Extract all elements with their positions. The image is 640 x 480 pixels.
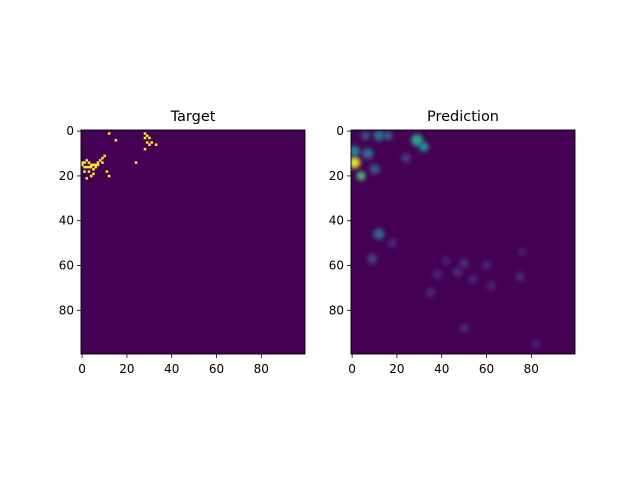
heatmap-blob bbox=[383, 131, 393, 141]
heatmap-blob bbox=[369, 164, 380, 175]
heatmap-background bbox=[351, 130, 575, 354]
target-ticks: 0 20 40 60 80 0 20 40 60 80 bbox=[59, 124, 269, 376]
y-tick-label: 40 bbox=[329, 214, 344, 228]
heatmap-blob bbox=[426, 287, 435, 297]
heatmap-blob bbox=[411, 134, 423, 146]
y-tick-label: 0 bbox=[66, 124, 74, 138]
heatmap-cell bbox=[81, 163, 84, 167]
heatmap-cell bbox=[83, 170, 86, 173]
heatmap-blob bbox=[452, 267, 463, 278]
heatmap-cell bbox=[98, 159, 102, 162]
x-tick-label: 20 bbox=[389, 362, 404, 376]
heatmap-cell bbox=[134, 161, 138, 164]
heatmap-blob bbox=[351, 145, 360, 157]
heatmap-cell bbox=[92, 163, 95, 167]
heatmap-cell bbox=[101, 161, 104, 164]
y-tick-label: 80 bbox=[59, 303, 74, 317]
heatmap-blob bbox=[486, 281, 496, 291]
x-tick-label: 40 bbox=[164, 362, 179, 376]
heatmap-cell bbox=[89, 174, 93, 178]
heatmap-cell bbox=[87, 165, 91, 169]
x-tick-label: 80 bbox=[254, 362, 269, 376]
x-tick-label: 0 bbox=[348, 362, 356, 376]
prediction-title: Prediction bbox=[427, 109, 499, 125]
y-tick-label: 60 bbox=[59, 259, 74, 273]
heatmap-cell bbox=[83, 161, 86, 164]
heatmap-cell bbox=[114, 138, 118, 142]
y-tick-label: 0 bbox=[336, 124, 344, 138]
heatmap-cell bbox=[107, 132, 111, 135]
heatmap-blob bbox=[481, 260, 492, 271]
heatmap-blob bbox=[441, 256, 451, 266]
target-title: Target bbox=[170, 109, 216, 125]
target-panel: Target 0 20 40 60 80 0 20 40 60 80 bbox=[59, 109, 306, 376]
heatmap-blob bbox=[362, 147, 374, 160]
heatmap-blob bbox=[367, 253, 378, 264]
heatmap-cell bbox=[94, 163, 97, 167]
heatmap-blob bbox=[401, 153, 411, 163]
heatmap-cell bbox=[150, 141, 153, 144]
heatmap-blob bbox=[468, 274, 478, 284]
heatmap-cell bbox=[96, 163, 100, 167]
prediction-axes-frame bbox=[350, 129, 576, 355]
target-axes-frame bbox=[80, 129, 306, 355]
heatmap-cell bbox=[145, 134, 149, 138]
target-heatmap bbox=[81, 130, 305, 354]
heatmap-blob bbox=[361, 131, 371, 141]
y-tick-label: 60 bbox=[329, 259, 344, 273]
heatmap-blob bbox=[432, 269, 443, 280]
x-tick-label: 40 bbox=[434, 362, 449, 376]
heatmap-blob bbox=[351, 156, 361, 169]
heatmap-cell bbox=[103, 154, 106, 158]
heatmap-cell bbox=[94, 165, 97, 169]
heatmap-cell bbox=[92, 168, 95, 171]
heatmap-cell bbox=[101, 156, 104, 160]
heatmap-blob bbox=[518, 248, 527, 257]
prediction-heatmap bbox=[351, 130, 575, 354]
y-tick-label: 20 bbox=[59, 169, 74, 183]
heatmap-cell bbox=[107, 174, 111, 178]
heatmap-cell bbox=[143, 147, 147, 151]
x-tick-label: 20 bbox=[119, 362, 134, 376]
heatmap-cell bbox=[85, 165, 89, 169]
heatmap-background bbox=[81, 130, 305, 354]
heatmap-cell bbox=[154, 143, 158, 146]
heatmap-blob bbox=[515, 272, 525, 282]
heatmap-cell bbox=[96, 161, 100, 164]
heatmap-blob bbox=[356, 171, 366, 181]
heatmap-blob bbox=[459, 258, 469, 268]
heatmap-blob bbox=[373, 130, 385, 142]
heatmap-cell bbox=[148, 143, 151, 146]
heatmap-cell bbox=[148, 136, 151, 140]
heatmap-cell bbox=[143, 136, 147, 140]
y-tick-label: 40 bbox=[59, 214, 74, 228]
prediction-ticks: 0 20 40 60 80 0 20 40 60 80 bbox=[329, 124, 539, 376]
heatmap-blob bbox=[531, 339, 541, 349]
heatmap-cell bbox=[89, 163, 93, 167]
heatmap-cell bbox=[85, 177, 89, 180]
heatmap-cell bbox=[92, 172, 95, 176]
heatmap-cell bbox=[87, 170, 91, 173]
heatmap-cell bbox=[85, 159, 89, 162]
heatmap-cell bbox=[81, 161, 84, 164]
x-tick-label: 80 bbox=[524, 362, 539, 376]
y-tick-label: 80 bbox=[329, 303, 344, 317]
heatmap-cell bbox=[143, 132, 147, 135]
x-tick-label: 60 bbox=[479, 362, 494, 376]
x-tick-label: 0 bbox=[78, 362, 86, 376]
heatmap-cell bbox=[83, 165, 86, 169]
heatmap-blob bbox=[418, 141, 429, 152]
heatmap-blob bbox=[387, 238, 397, 248]
heatmap-cell bbox=[145, 141, 149, 144]
heatmap-blob bbox=[373, 228, 385, 240]
heatmap-cell bbox=[105, 170, 109, 173]
heatmap-cell bbox=[87, 161, 91, 164]
heatmap-blob bbox=[459, 323, 469, 333]
x-tick-label: 60 bbox=[209, 362, 224, 376]
y-tick-label: 20 bbox=[329, 169, 344, 183]
prediction-panel: Prediction 0 20 40 60 80 0 20 40 60 80 bbox=[329, 109, 576, 376]
heatmap-cell bbox=[89, 165, 93, 169]
